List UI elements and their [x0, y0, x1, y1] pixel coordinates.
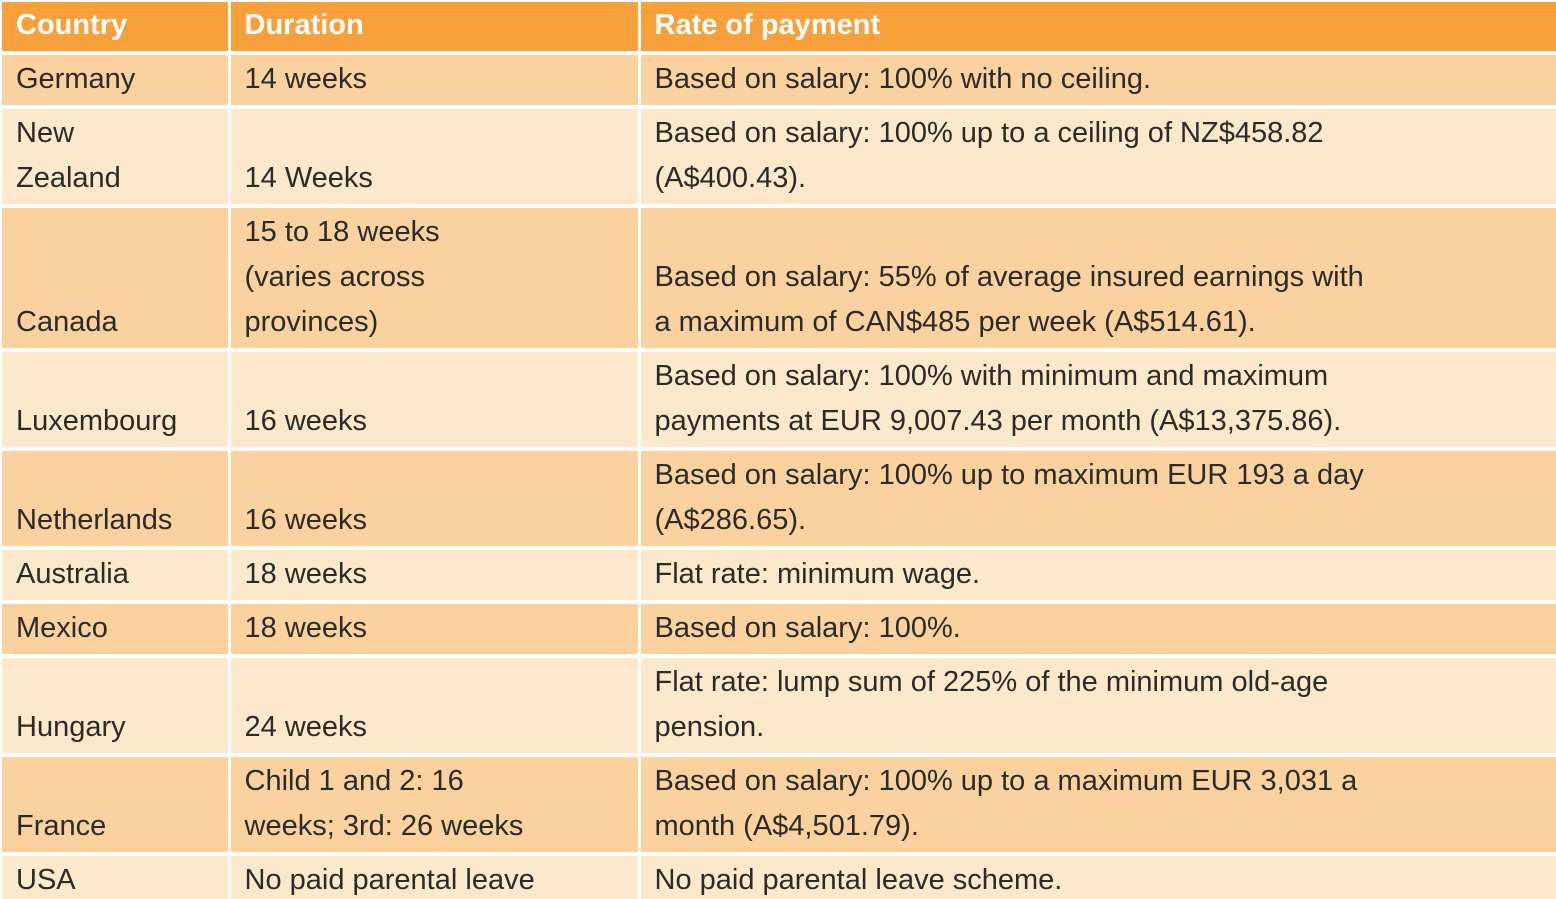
rate-cell: Based on salary: 100%.: [639, 602, 1556, 658]
duration-cell: 24 weeks: [229, 656, 641, 757]
table-row: Mexico 18 weeks Based on salary: 100%.: [1, 602, 1556, 658]
country-cell: Germany: [1, 53, 231, 109]
rate-cell: Flat rate: lump sum of 225% of the minim…: [639, 656, 1556, 757]
table-row: New Zealand 14 Weeks Based on salary: 100%…: [1, 107, 1556, 208]
duration-cell: 16 weeks: [229, 449, 641, 550]
table-row: Germany 14 weeks Based on salary: 100% wit…: [1, 53, 1556, 109]
table-body: Germany 14 weeks Based on salary: 100% wit…: [1, 53, 1556, 899]
table-row: Australia 18 weeks Flat rate: minimum wage…: [1, 548, 1556, 604]
country-cell: France: [1, 755, 231, 856]
header-row: Country Duration Rate of payment: [1, 1, 1556, 55]
table-row: Canada 15 to 18 weeks (varies across prov…: [1, 206, 1556, 352]
table-row: Netherlands 16 weeks Based on salary: 100%…: [1, 449, 1556, 550]
rate-cell: Based on salary: 100% with minimum and m…: [639, 350, 1556, 451]
duration-cell: No paid parental leave: [229, 854, 641, 899]
column-header-rate-of-payment: Rate of payment: [639, 1, 1556, 55]
column-header-duration: Duration: [229, 1, 641, 55]
table-row: USA No paid parental leave No paid parenta…: [1, 854, 1556, 899]
rate-cell: Based on salary: 55% of average insured …: [639, 206, 1556, 352]
duration-cell: 14 Weeks: [229, 107, 641, 208]
rate-cell: Based on salary: 100% up to a maximum EU…: [639, 755, 1556, 856]
country-cell: USA: [1, 854, 231, 899]
country-cell: Canada: [1, 206, 231, 352]
rate-cell: Based on salary: 100% up to maximum EUR …: [639, 449, 1556, 550]
duration-cell: Child 1 and 2: 16 weeks; 3rd: 26 weeks: [229, 755, 641, 856]
rate-cell: Flat rate: minimum wage.: [639, 548, 1556, 604]
duration-cell: 18 weeks: [229, 548, 641, 604]
country-cell: Netherlands: [1, 449, 231, 550]
table-row: Luxembourg 16 weeks Based on salary: 100% …: [1, 350, 1556, 451]
country-cell: Luxembourg: [1, 350, 231, 451]
country-cell: Hungary: [1, 656, 231, 757]
rate-cell: Based on salary: 100% with no ceiling.: [639, 53, 1556, 109]
table-row: France Child 1 and 2: 16 weeks; 3rd: 26 w…: [1, 755, 1556, 856]
country-cell: New Zealand: [1, 107, 231, 208]
duration-cell: 16 weeks: [229, 350, 641, 451]
duration-cell: 14 weeks: [229, 53, 641, 109]
country-cell: Mexico: [1, 602, 231, 658]
country-cell: Australia: [1, 548, 231, 604]
table-header: Country Duration Rate of payment: [1, 1, 1556, 55]
rate-cell: Based on salary: 100% up to a ceiling of…: [639, 107, 1556, 208]
column-header-country: Country: [1, 1, 231, 55]
duration-cell: 18 weeks: [229, 602, 641, 658]
duration-cell: 15 to 18 weeks (varies across provinces): [229, 206, 641, 352]
table-row: Hungary 24 weeks Flat rate: lump sum of 22…: [1, 656, 1556, 757]
rate-cell: No paid parental leave scheme.: [639, 854, 1556, 899]
